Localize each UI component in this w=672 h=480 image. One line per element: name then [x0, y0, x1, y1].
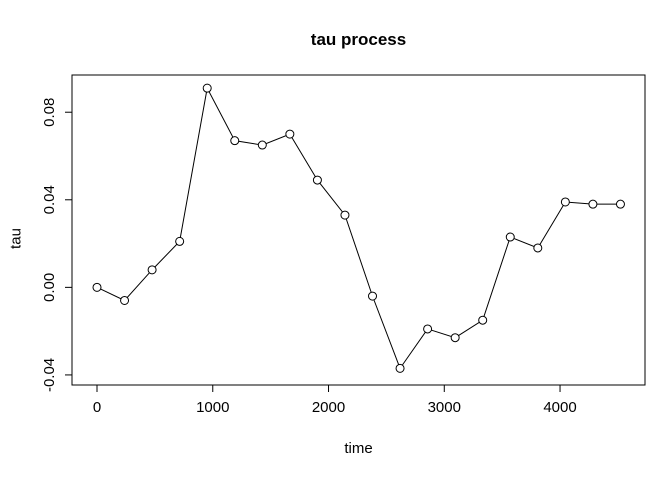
data-point-marker: [395, 363, 405, 373]
data-point-marker: [312, 175, 322, 185]
x-axis-label: time: [344, 440, 373, 457]
chart-title: tau process: [310, 30, 407, 49]
plot-border: [71, 74, 646, 386]
data-point-marker: [340, 210, 350, 220]
data-point-marker: [120, 295, 130, 305]
data-point-marker: [147, 265, 157, 275]
data-point-marker: [368, 291, 378, 301]
data-point-marker: [423, 324, 433, 334]
x-tick-label: 3000: [428, 399, 461, 416]
data-point-marker: [285, 129, 295, 139]
y-axis-label: tau: [7, 228, 25, 249]
data-point-marker: [257, 140, 267, 150]
data-point-marker: [505, 232, 515, 242]
y-tick-label: 0.04: [41, 185, 58, 214]
x-tick-label: 1000: [196, 399, 229, 416]
data-point-marker: [230, 136, 240, 146]
series-line: [96, 86, 621, 370]
data-point-marker: [92, 282, 102, 292]
data-point-marker: [533, 243, 543, 253]
data-point-marker: [175, 236, 185, 246]
x-tick-label: 4000: [543, 399, 576, 416]
data-point-marker: [450, 333, 460, 343]
y-tick-label: -0.04: [41, 358, 58, 392]
data-point-marker: [202, 83, 212, 93]
x-tick-label: 0: [93, 399, 101, 416]
y-tick-label: 0.08: [41, 98, 58, 127]
data-point-marker: [560, 197, 570, 207]
x-tick-label: 2000: [312, 399, 345, 416]
y-tick-label: 0.00: [41, 273, 58, 302]
data-point-marker: [615, 199, 625, 209]
data-point-marker: [588, 199, 598, 209]
data-point-marker: [478, 315, 488, 325]
